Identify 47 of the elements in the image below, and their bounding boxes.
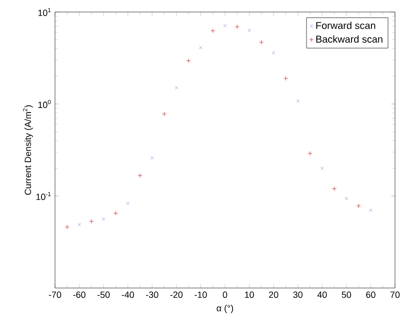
point [199, 46, 202, 50]
x-tick-label: 70 [390, 292, 400, 298]
point [210, 28, 216, 33]
x-tick-label: 0 [222, 292, 228, 298]
x-tick-label: 60 [366, 292, 376, 298]
x-tick-label: -60 [73, 292, 86, 298]
x-tick-label: 10 [244, 292, 254, 298]
point [356, 204, 361, 208]
point [150, 156, 154, 160]
y-tick-label: 10$^{1}$ [38, 8, 51, 16]
x-axis-title: α (°) [216, 304, 234, 314]
point [138, 173, 142, 178]
y-axis-title: Current Density (A/m$^{2}$) [23, 105, 33, 195]
legend-label: Backward scan [316, 35, 382, 43]
point [89, 219, 94, 224]
x-tick-label: -40 [122, 292, 134, 298]
legend-label: Forward scan [316, 22, 376, 30]
point [186, 58, 191, 63]
point [296, 99, 300, 103]
point [248, 28, 251, 32]
point [234, 24, 240, 30]
x-tick-label: 20 [269, 292, 278, 298]
point [284, 76, 288, 81]
point [223, 24, 227, 28]
y-tick-label: 10$^{0}$ [38, 100, 51, 108]
point [272, 51, 276, 54]
point [162, 112, 166, 116]
point [102, 218, 106, 221]
x-tick-label: -50 [98, 292, 110, 298]
x-tick-label: 40 [317, 292, 327, 298]
x-tick-label: -30 [146, 292, 158, 298]
point [114, 211, 118, 216]
x-tick-label: -70 [48, 292, 62, 298]
x-tick-label: 30 [293, 292, 303, 298]
point [332, 186, 336, 191]
point [78, 222, 81, 226]
point [308, 151, 312, 156]
x-tick-label: -20 [170, 292, 183, 298]
point [344, 196, 348, 200]
y-tick-label: 10$^{-1}$ [36, 192, 51, 200]
point [126, 202, 130, 206]
point [259, 40, 264, 44]
x-tick-label: 50 [342, 292, 352, 298]
point [320, 166, 324, 170]
x-tick-label: -10 [194, 292, 207, 298]
point [64, 224, 70, 230]
point [174, 86, 178, 90]
